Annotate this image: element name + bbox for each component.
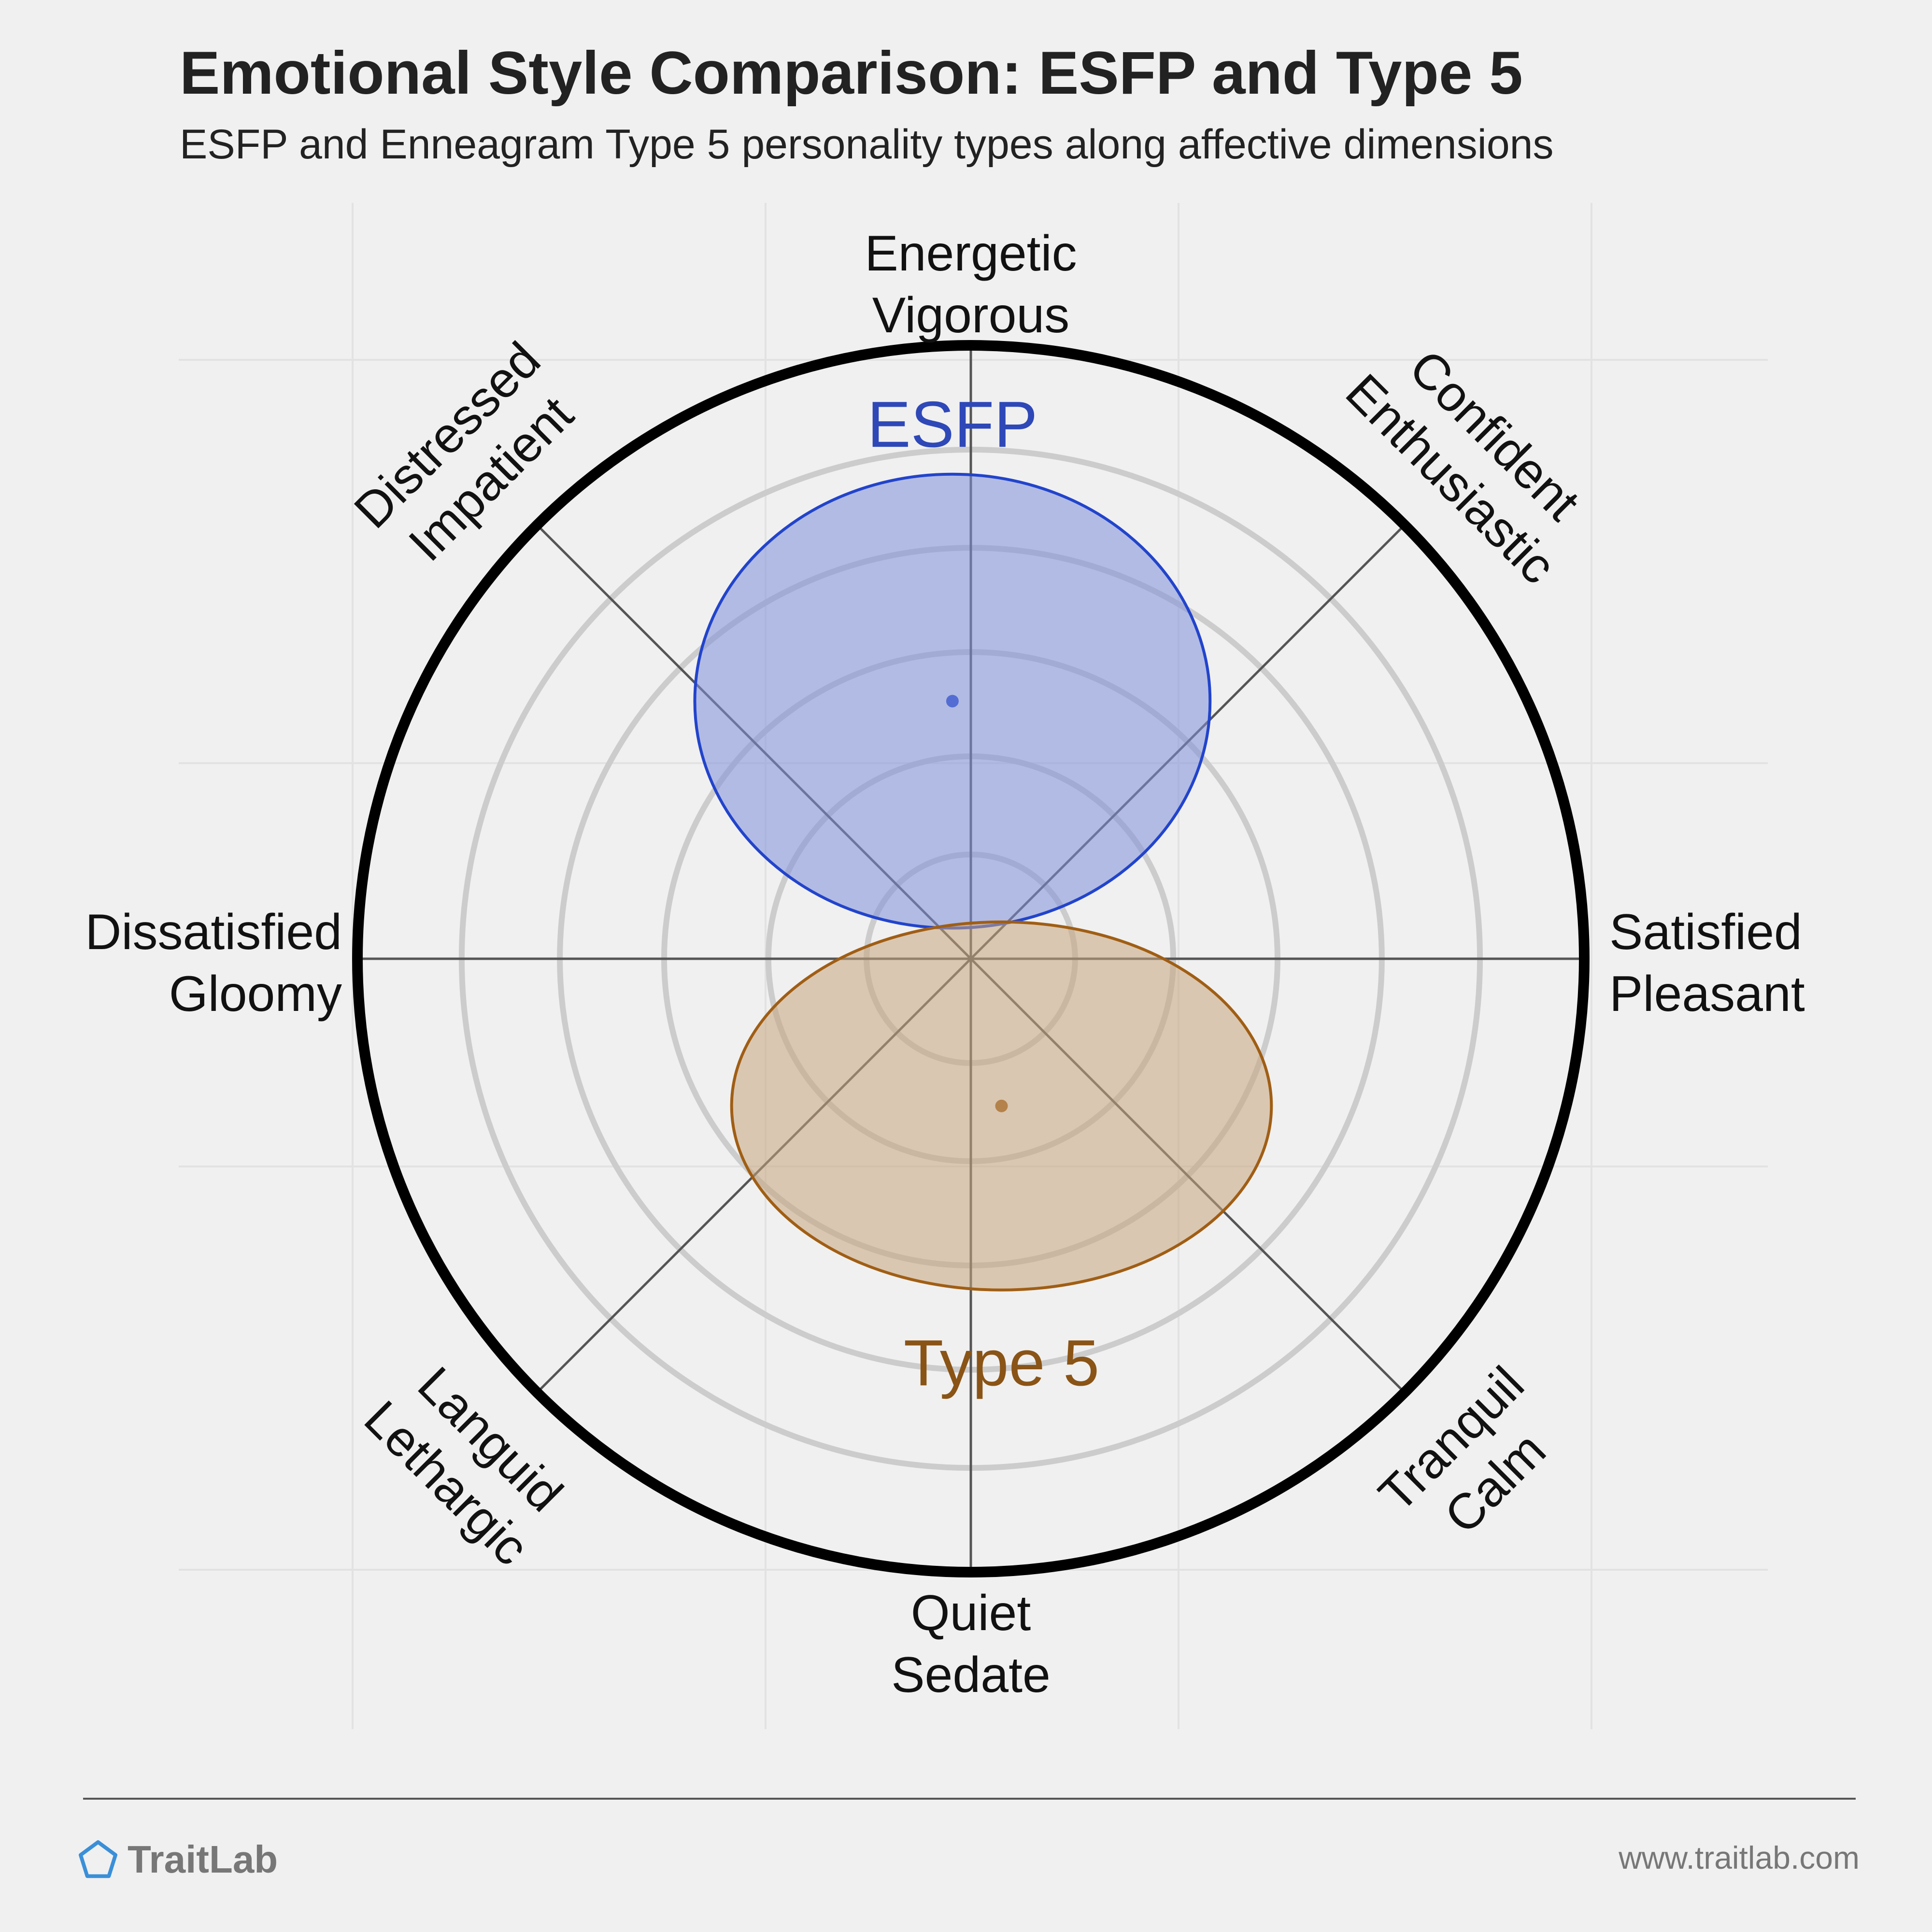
outer-circle bbox=[352, 340, 1590, 1577]
series-group bbox=[693, 472, 1273, 1292]
axis-label-2: Satisfied Pleasant bbox=[1609, 904, 1805, 1022]
axis-label-6-line-0: Dissatisfied bbox=[85, 904, 342, 960]
chart-subtitle: ESFP and Enneagram Type 5 personality ty… bbox=[180, 121, 1554, 168]
series-center-point-0 bbox=[946, 695, 959, 708]
series-label-0: ESFP bbox=[867, 388, 1038, 461]
brand-name: TraitLab bbox=[128, 1838, 278, 1881]
axis-label-4-line-1: Sedate bbox=[891, 1647, 1051, 1703]
axis-label-4-line-0: Quiet bbox=[911, 1585, 1031, 1641]
chart-title: Emotional Style Comparison: ESFP and Typ… bbox=[180, 40, 1523, 107]
series-labels-group: ESFP Type 5 bbox=[867, 388, 1100, 1399]
axis-label-2-line-0: Satisfied bbox=[1609, 904, 1802, 960]
series-label-1: Type 5 bbox=[904, 1326, 1099, 1399]
footer-divider bbox=[83, 1798, 1856, 1800]
axis-label-6-line-1: Gloomy bbox=[169, 966, 342, 1022]
axis-label-0-line-0: Energetic bbox=[865, 226, 1077, 282]
axis-label-6: Dissatisfied Gloomy bbox=[85, 904, 342, 1022]
axis-label-0-line-1: Vigorous bbox=[872, 287, 1070, 343]
pentagon-icon bbox=[79, 1840, 117, 1878]
axis-label-4: Quiet Sedate bbox=[891, 1585, 1051, 1703]
site-url[interactable]: www.traitlab.com bbox=[1619, 1840, 1860, 1875]
axis-label-0: Energetic Vigorous bbox=[865, 226, 1077, 343]
brand-logo: TraitLab bbox=[77, 1833, 278, 1886]
axis-label-2-line-1: Pleasant bbox=[1609, 966, 1805, 1022]
series-center-point-1 bbox=[995, 1099, 1008, 1112]
